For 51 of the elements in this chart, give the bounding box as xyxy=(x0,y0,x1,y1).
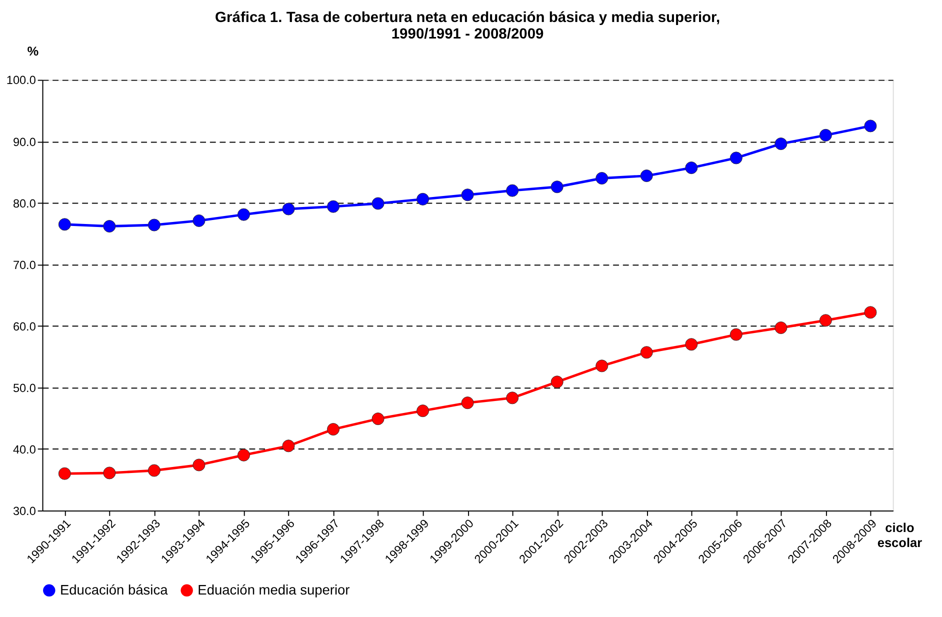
point xyxy=(506,184,519,197)
x-axis-title: ciclo escolar xyxy=(877,520,922,550)
point xyxy=(596,360,608,372)
point xyxy=(864,306,877,319)
point xyxy=(237,208,250,221)
point xyxy=(550,376,564,388)
point xyxy=(774,322,788,334)
point xyxy=(192,214,206,227)
y-tick-label: 30.0 xyxy=(12,504,36,518)
point xyxy=(506,392,519,404)
chart-title: Gráfica 1. Tasa de cobertura neta en educación básica y media superior, 1990/1991 - 2008/2009 xyxy=(215,10,720,43)
point xyxy=(237,448,250,462)
legend-label: Educación básica xyxy=(60,582,168,598)
point xyxy=(416,192,430,206)
point xyxy=(416,404,430,418)
y-axis-title: % xyxy=(27,44,40,59)
y-tick-label: 60.0 xyxy=(12,320,36,334)
point xyxy=(550,180,564,194)
point xyxy=(148,464,160,477)
y-tick-label: 70.0 xyxy=(12,258,36,272)
point xyxy=(372,412,384,426)
point xyxy=(282,202,295,216)
y-tick-label: 40.0 xyxy=(12,443,36,456)
point xyxy=(819,314,832,327)
point xyxy=(326,200,340,213)
y-tick-label: 50.0 xyxy=(12,382,36,395)
point xyxy=(148,218,160,232)
point xyxy=(282,440,295,452)
point xyxy=(103,220,116,233)
point xyxy=(730,328,742,341)
point xyxy=(58,467,71,480)
point xyxy=(461,396,474,410)
point xyxy=(461,188,474,202)
point xyxy=(640,346,653,359)
y-tick-label: 90.0 xyxy=(12,136,36,149)
point xyxy=(58,218,71,231)
point xyxy=(819,128,832,142)
point xyxy=(596,172,608,185)
point xyxy=(730,152,742,164)
point xyxy=(372,197,384,210)
point xyxy=(192,458,206,472)
y-tick-label: 80.0 xyxy=(12,197,36,210)
point xyxy=(640,170,653,182)
point xyxy=(774,138,788,150)
legend-label: Eduación media superior xyxy=(198,582,350,598)
point xyxy=(685,338,698,351)
point xyxy=(685,162,698,174)
point xyxy=(326,423,340,436)
point xyxy=(864,120,877,132)
y-tick-label: 100.0 xyxy=(6,74,36,88)
point xyxy=(103,466,116,480)
